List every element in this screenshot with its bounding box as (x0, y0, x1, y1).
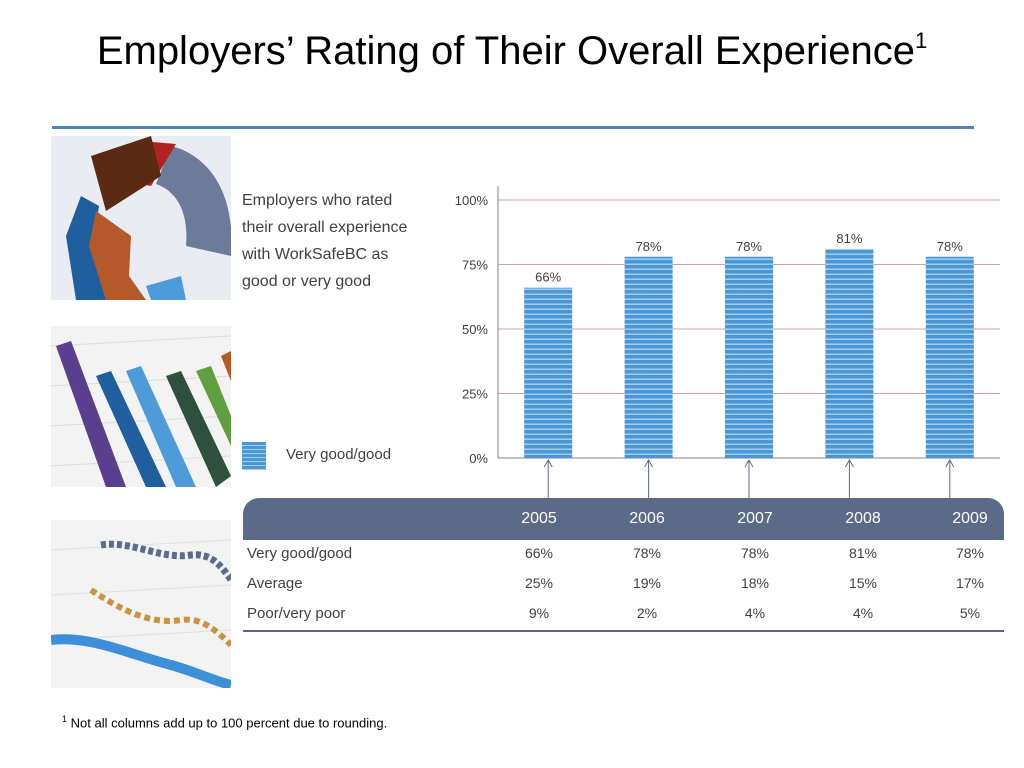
footnote-mark: 1 (62, 714, 68, 724)
table-cell: 9% (528, 605, 550, 621)
slide-title-text: Employers’ Rating of Their Overall Exper… (96, 29, 915, 73)
connector-arrowhead (644, 458, 654, 468)
y-tick-label: 0% (469, 451, 488, 466)
table-cell: 15% (848, 575, 878, 591)
bar (725, 256, 773, 458)
table-cell: 81% (848, 545, 878, 561)
table-year-header: 2005 (521, 510, 557, 527)
table-cell: 78% (632, 545, 662, 561)
y-tick-label: 25% (462, 387, 488, 402)
table-cell: 78% (740, 545, 770, 561)
table-cell: 17% (955, 575, 985, 591)
bar (825, 249, 874, 458)
row-label: Very good/good (247, 545, 353, 562)
table-year-header: 2006 (629, 510, 665, 527)
connector-arrowhead (744, 458, 754, 468)
connector-arrowhead (945, 458, 955, 468)
table-row: Very good/good 66% 78% 78% 81% 78% (243, 540, 1004, 571)
table-cell: 66% (524, 545, 554, 561)
table-year-header: 2007 (737, 510, 773, 527)
title-footnote-mark: 1 (914, 28, 928, 53)
bar-data-label: 78% (636, 239, 662, 254)
bar-data-label: 81% (836, 231, 862, 246)
y-tick-label: 100% (455, 193, 489, 208)
table-row: Poor/very poor 9% 2% 4% 4% 5% (243, 600, 1004, 632)
table-year-header: 2009 (952, 510, 988, 527)
line-chart-thumbnail (51, 520, 231, 688)
y-tick-label: 50% (462, 322, 488, 337)
connector-arrowhead (543, 458, 553, 468)
table-cell: 25% (524, 575, 554, 591)
connector-arrowhead (844, 458, 854, 468)
bar-data-label: 78% (937, 239, 963, 254)
title-divider (52, 126, 974, 129)
bar (524, 287, 573, 458)
table-cell: 4% (852, 605, 874, 621)
chart-description: Employers who rated their overall experi… (242, 192, 408, 290)
pie-chart-thumbnail (51, 136, 231, 300)
table-row: Average 25% 19% 18% 15% 17% (243, 570, 1004, 601)
footnote-text: Not all columns add up to 100 percent du… (70, 715, 388, 731)
table-cell: 2% (636, 605, 658, 621)
bar (624, 256, 673, 458)
legend-label: Very good/good (286, 446, 392, 463)
y-tick-label: 75% (462, 258, 488, 273)
footnote: 1 Not all columns add up to 100 percent … (62, 714, 387, 730)
bar-data-label: 66% (535, 270, 561, 285)
table-cell: 19% (632, 575, 662, 591)
table-cell: 4% (744, 605, 766, 621)
legend-swatch (242, 442, 266, 470)
table-cell: 5% (959, 605, 981, 621)
table-header-band (243, 498, 1004, 540)
bar-chart-thumbnail (51, 326, 231, 487)
table-year-header: 2008 (845, 510, 881, 527)
row-label: Poor/very poor (247, 605, 346, 622)
row-label: Average (247, 575, 303, 592)
table-cell: 78% (955, 545, 985, 561)
slide-title: Employers’ Rating of Their Overall Exper… (0, 22, 1024, 80)
bar (925, 256, 974, 458)
bar-chart: 0% 25% 50% 75% 100% 66% 78% 78% 81% 78% (455, 186, 1000, 498)
table-cell: 18% (740, 575, 770, 591)
bar-data-label: 78% (736, 239, 762, 254)
